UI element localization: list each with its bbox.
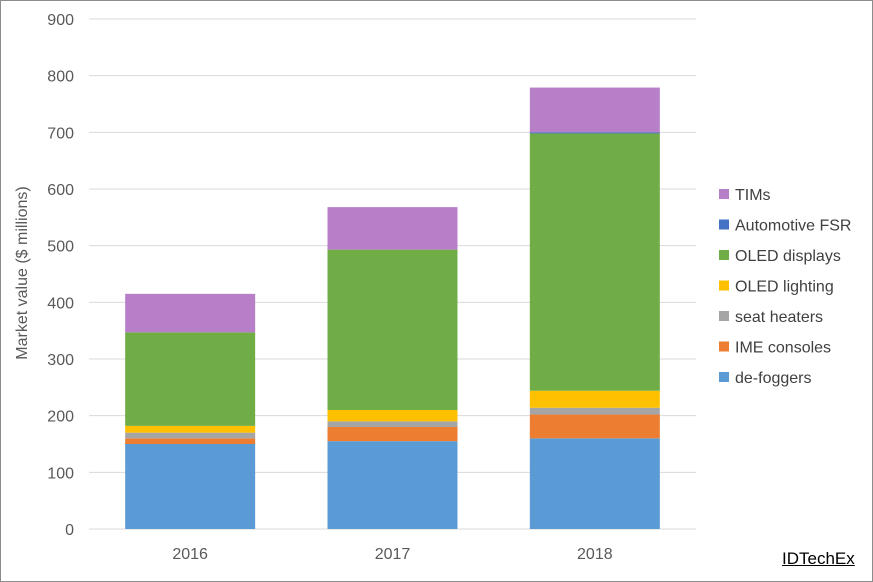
legend-label: OLED displays [735, 248, 841, 265]
bar-segment [125, 438, 256, 444]
y-tick-label: 900 [47, 12, 74, 29]
x-tick-label: 2018 [577, 546, 613, 563]
bar-segment [529, 132, 660, 134]
legend-label: IME consoles [735, 340, 831, 357]
y-tick-label: 600 [47, 182, 74, 199]
legend-swatch [719, 311, 729, 321]
brand-logo-text: IDTechEx [782, 549, 855, 568]
x-axis-ticks: 2016 2017 2018 [172, 546, 612, 563]
bar-segment [327, 207, 458, 250]
x-tick-label: 2016 [172, 546, 208, 563]
bar-segment [327, 441, 458, 529]
x-tick-label: 2017 [375, 546, 411, 563]
bar-segment [125, 293, 256, 333]
y-tick-label: 300 [47, 352, 74, 369]
y-tick-label: 100 [47, 465, 74, 482]
bar-segment [529, 133, 660, 391]
legend: TIMs Automotive FSR OLED displays OLED ligh… [719, 187, 851, 387]
bar-segment [529, 407, 660, 415]
bar-segment [529, 390, 660, 408]
bars [125, 87, 660, 529]
y-tick-label: 800 [47, 69, 74, 86]
legend-swatch [719, 280, 729, 291]
bar-segment [125, 432, 256, 439]
bar-segment [327, 410, 458, 422]
legend-label: OLED lighting [735, 279, 834, 296]
legend-label: de-foggers [735, 370, 812, 387]
bar-segment [125, 332, 256, 426]
legend-label: TIMs [735, 187, 771, 204]
y-tick-label: 0 [65, 522, 74, 539]
bar-segment [529, 438, 660, 529]
bar-segment [327, 249, 458, 410]
legend-swatch [719, 189, 729, 199]
y-axis-ticks: 0 100 200 300 400 500 600 700 800 900 [47, 12, 74, 539]
y-tick-label: 400 [47, 295, 74, 312]
bar-segment [125, 444, 256, 529]
y-tick-label: 500 [47, 239, 74, 256]
y-axis-label: Market value ($ millions) [14, 186, 31, 359]
bar-segment [327, 427, 458, 442]
legend-swatch [719, 219, 729, 230]
legend-label: seat heaters [735, 309, 823, 326]
bar-segment [529, 87, 660, 133]
bar-segment [529, 414, 660, 439]
y-tick-label: 700 [47, 125, 74, 142]
y-tick-label: 200 [47, 409, 74, 426]
legend-swatch [719, 341, 729, 352]
bar-segment [125, 425, 256, 433]
legend-swatch [719, 250, 729, 260]
bar-segment [327, 421, 458, 427]
legend-swatch [719, 372, 729, 382]
legend-label: Automotive FSR [735, 218, 851, 235]
